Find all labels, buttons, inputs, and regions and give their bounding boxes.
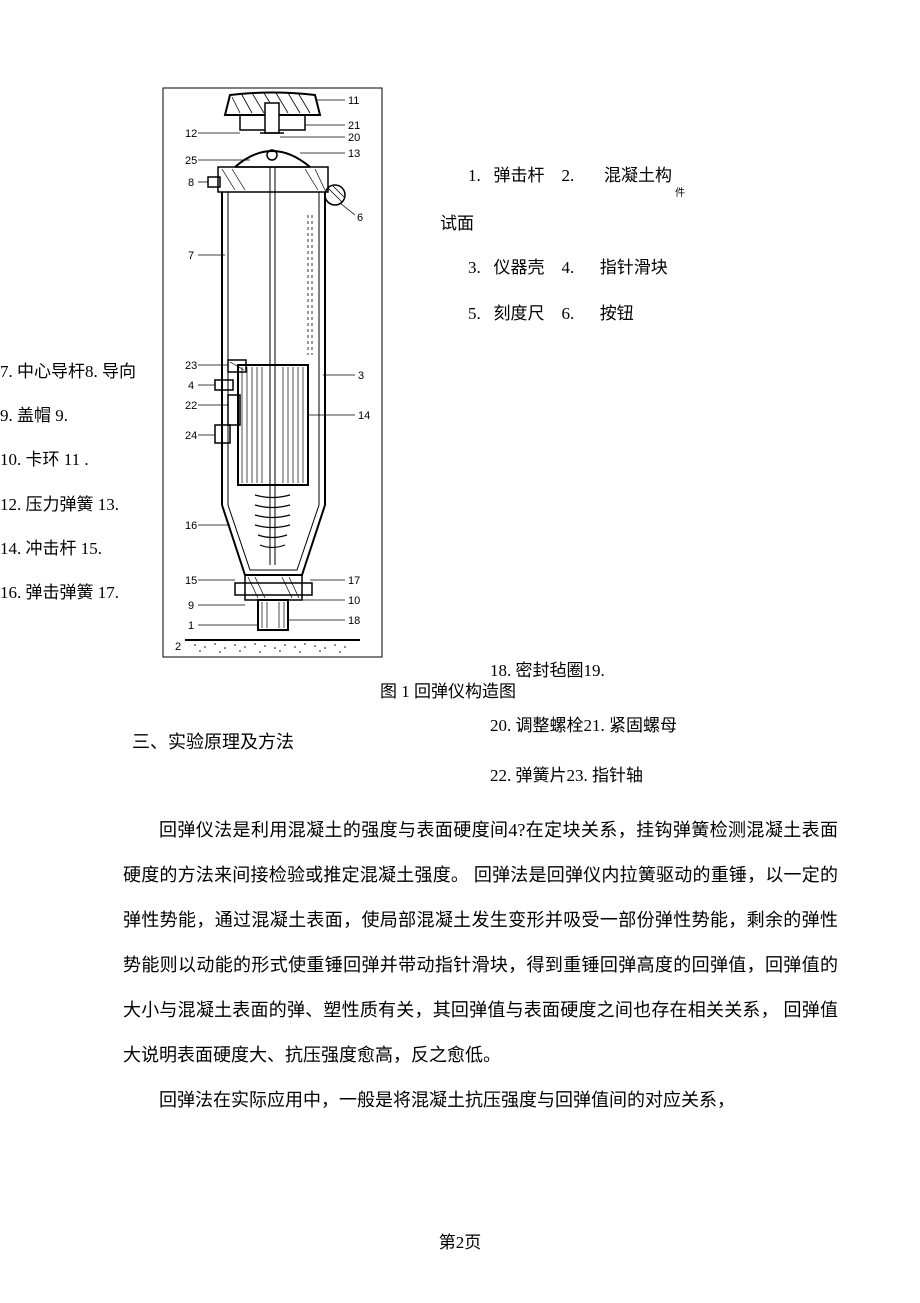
label-5-num: 5. <box>468 304 481 323</box>
rebound-hammer-diagram: 11 21 20 13 12 25 8 6 7 <box>160 85 385 660</box>
left-labels: 7. 中心导杆8. 导向 9. 盖帽 9. 10. 卡环 11 . 12. 压力… <box>0 350 160 615</box>
svg-text:1: 1 <box>188 620 194 632</box>
svg-text:22: 22 <box>185 400 197 412</box>
body-text: 回弹仪法是利用混凝土的强度与表面硬度间4?在定块关系，挂钩弹簧检测混凝土表面硬度… <box>123 808 838 1123</box>
diagram-svg: 11 21 20 13 12 25 8 6 7 <box>160 85 385 660</box>
left-l4: 12. 压力弹簧 13. <box>0 483 160 527</box>
svg-text:12: 12 <box>185 128 197 140</box>
svg-text:11: 11 <box>348 95 359 107</box>
left-l2: 9. 盖帽 9. <box>0 394 160 438</box>
bottom-label-1: 18. 密封毡圈19. <box>490 655 605 687</box>
paragraph-1: 回弹仪法是利用混凝土的强度与表面硬度间4?在定块关系，挂钩弹簧检测混凝土表面硬度… <box>123 808 838 1078</box>
svg-text:3: 3 <box>358 370 364 382</box>
svg-text:6: 6 <box>357 212 363 224</box>
svg-text:10: 10 <box>348 595 360 607</box>
svg-text:24: 24 <box>185 430 197 442</box>
bottom-label-2: 20. 调整螺栓21. 紧固螺母 <box>490 710 677 742</box>
svg-text:21: 21 <box>348 120 360 132</box>
svg-text:13: 13 <box>348 148 360 160</box>
svg-text:25: 25 <box>185 155 197 167</box>
svg-text:2: 2 <box>175 641 181 653</box>
label-5-text: 刻度尺 <box>494 304 545 323</box>
label-4-text: 指针滑块 <box>600 258 668 277</box>
left-l6: 16. 弹击弹簧 17. <box>0 571 160 615</box>
section-title: 三、实验原理及方法 <box>132 725 294 759</box>
label-3-num: 3. <box>468 258 481 277</box>
label-4-num: 4. <box>562 258 575 277</box>
label-row-3: 5. 刻度尺 6. 按钮 <box>468 298 634 330</box>
label-row-2: 3. 仪器壳 4. 指针滑块 <box>468 252 668 284</box>
label-1-text: 弹击杆 <box>494 166 545 185</box>
svg-text:14: 14 <box>358 410 370 422</box>
svg-text:16: 16 <box>185 520 197 532</box>
svg-text:9: 9 <box>188 600 194 612</box>
small-char: 件 <box>675 184 685 199</box>
label-3-text: 仪器壳 <box>494 258 545 277</box>
page-number: 第2页 <box>0 1228 920 1253</box>
svg-text:20: 20 <box>348 132 360 144</box>
left-l5: 14. 冲击杆 15. <box>0 527 160 571</box>
svg-text:4: 4 <box>188 380 194 392</box>
label-6-num: 6. <box>562 304 575 323</box>
label-2-num: 2. <box>562 166 575 185</box>
document-page: 11 21 20 13 12 25 8 6 7 <box>0 0 920 1303</box>
left-l3: 10. 卡环 11 . <box>0 438 160 482</box>
label-6-text: 按钮 <box>600 304 634 323</box>
svg-text:8: 8 <box>188 177 194 189</box>
svg-text:23: 23 <box>185 360 197 372</box>
svg-text:7: 7 <box>188 250 194 262</box>
svg-text:18: 18 <box>348 615 360 627</box>
label-2-text: 混凝土构 <box>604 166 672 185</box>
label-row-1: 1. 弹击杆 2. 混凝土构 <box>468 160 672 192</box>
left-l1: 7. 中心导杆8. 导向 <box>0 350 160 394</box>
paragraph-2: 回弹法在实际应用中，一般是将混凝土抗压强度与回弹值间的对应关系， <box>123 1078 838 1123</box>
label-1-num: 1. <box>468 166 481 185</box>
bottom-label-3: 22. 弹簧片23. 指针轴 <box>490 760 643 792</box>
label-sub: 试面 <box>440 208 474 240</box>
svg-text:17: 17 <box>348 575 360 587</box>
svg-text:15: 15 <box>185 575 197 587</box>
